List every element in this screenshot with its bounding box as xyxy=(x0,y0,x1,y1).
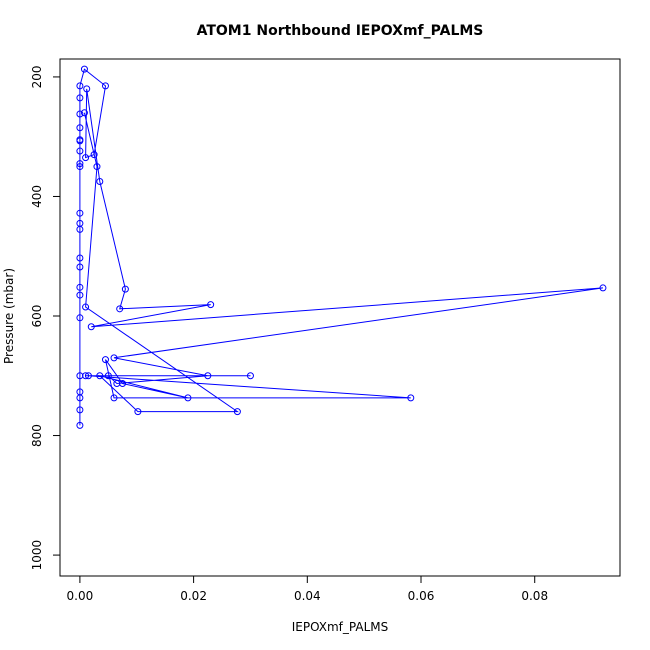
y-tick-label: 600 xyxy=(30,305,44,328)
data-point xyxy=(76,263,84,271)
data-point xyxy=(82,372,90,380)
data-point xyxy=(76,406,84,414)
plot-area xyxy=(76,65,607,429)
y-axis: 200 400 600 800 1000 xyxy=(30,65,60,570)
data-point xyxy=(101,82,109,90)
data-point xyxy=(184,394,192,402)
y-tick-label: 200 xyxy=(30,65,44,88)
data-point xyxy=(76,219,84,227)
data-point xyxy=(80,109,88,117)
data-point xyxy=(76,82,84,90)
data-point xyxy=(110,394,118,402)
x-tick-label: 0.06 xyxy=(408,589,435,603)
data-point xyxy=(599,284,607,292)
data-point xyxy=(407,394,415,402)
x-tick-label: 0.04 xyxy=(294,589,321,603)
y-axis-label: Pressure (mbar) xyxy=(2,268,16,364)
data-point xyxy=(76,291,84,299)
data-point xyxy=(83,85,91,93)
x-axis: 0.00 0.02 0.04 0.06 0.08 xyxy=(67,576,548,603)
data-point xyxy=(76,160,84,168)
data-point xyxy=(121,285,129,293)
data-point xyxy=(76,209,84,217)
data-point xyxy=(76,136,84,144)
x-axis-label: IEPOXmf_PALMS xyxy=(292,620,389,634)
x-tick-label: 0.02 xyxy=(180,589,207,603)
data-point xyxy=(233,408,241,416)
data-point xyxy=(90,151,98,159)
data-point xyxy=(246,372,254,380)
data-point xyxy=(76,124,84,132)
data-point xyxy=(96,372,104,380)
data-point xyxy=(76,314,84,322)
data-point xyxy=(76,94,84,102)
x-tick-label: 0.08 xyxy=(521,589,548,603)
data-point xyxy=(76,147,84,155)
data-point xyxy=(87,323,95,331)
data-point xyxy=(204,372,212,380)
data-point xyxy=(101,356,109,364)
data-point xyxy=(76,254,84,262)
data-point xyxy=(110,354,118,362)
plot-frame xyxy=(59,58,621,577)
data-point xyxy=(76,110,84,118)
data-point xyxy=(82,154,90,162)
data-point xyxy=(104,372,112,380)
data-point xyxy=(82,303,90,311)
y-tick-label: 1000 xyxy=(30,540,44,571)
y-tick-label: 800 xyxy=(30,424,44,447)
series-line xyxy=(79,68,603,426)
data-points xyxy=(76,65,607,429)
x-tick-label: 0.00 xyxy=(67,589,94,603)
data-point xyxy=(76,421,84,429)
data-point xyxy=(93,163,101,171)
data-point xyxy=(76,283,84,291)
data-point xyxy=(96,178,104,186)
data-point xyxy=(116,305,124,313)
data-point xyxy=(134,408,142,416)
data-point xyxy=(76,163,84,171)
chart-title: ATOM1 Northbound IEPOXmf_PALMS xyxy=(197,23,484,39)
data-point xyxy=(119,380,127,388)
y-tick-label: 400 xyxy=(30,185,44,208)
data-point xyxy=(80,65,88,73)
data-point xyxy=(76,388,84,396)
data-point xyxy=(207,301,215,309)
data-point xyxy=(84,372,92,380)
